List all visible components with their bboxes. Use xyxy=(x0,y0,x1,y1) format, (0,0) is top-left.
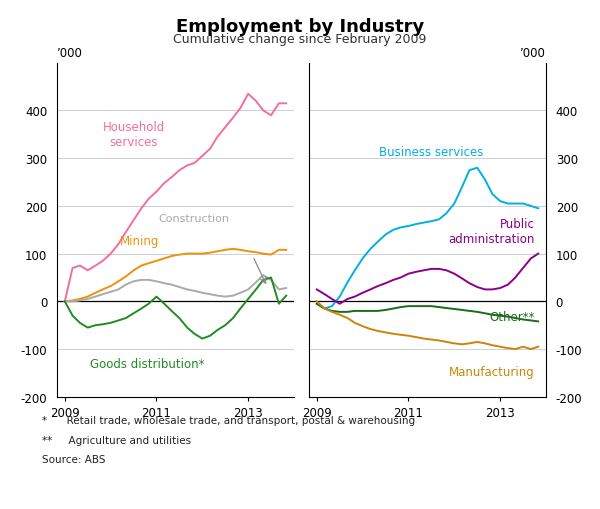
Text: **     Agriculture and utilities: ** Agriculture and utilities xyxy=(42,435,191,445)
Text: Public
administration: Public administration xyxy=(448,217,535,245)
Text: *      Retail trade, wholesale trade, and transport, postal & warehousing: * Retail trade, wholesale trade, and tra… xyxy=(42,415,415,425)
Text: Other**: Other** xyxy=(489,310,535,324)
Text: Cumulative change since February 2009: Cumulative change since February 2009 xyxy=(173,33,427,46)
Text: Mining: Mining xyxy=(120,234,159,247)
Text: ’000: ’000 xyxy=(520,47,546,60)
Text: Employment by Industry: Employment by Industry xyxy=(176,18,424,36)
Text: Household
services: Household services xyxy=(103,121,164,149)
Text: Source: ABS: Source: ABS xyxy=(42,454,106,464)
Text: Construction: Construction xyxy=(159,213,230,223)
Text: Business services: Business services xyxy=(379,145,484,158)
Text: Manufacturing: Manufacturing xyxy=(449,366,535,379)
Text: Goods distribution*: Goods distribution* xyxy=(90,357,205,370)
Text: ’000: ’000 xyxy=(57,47,83,60)
